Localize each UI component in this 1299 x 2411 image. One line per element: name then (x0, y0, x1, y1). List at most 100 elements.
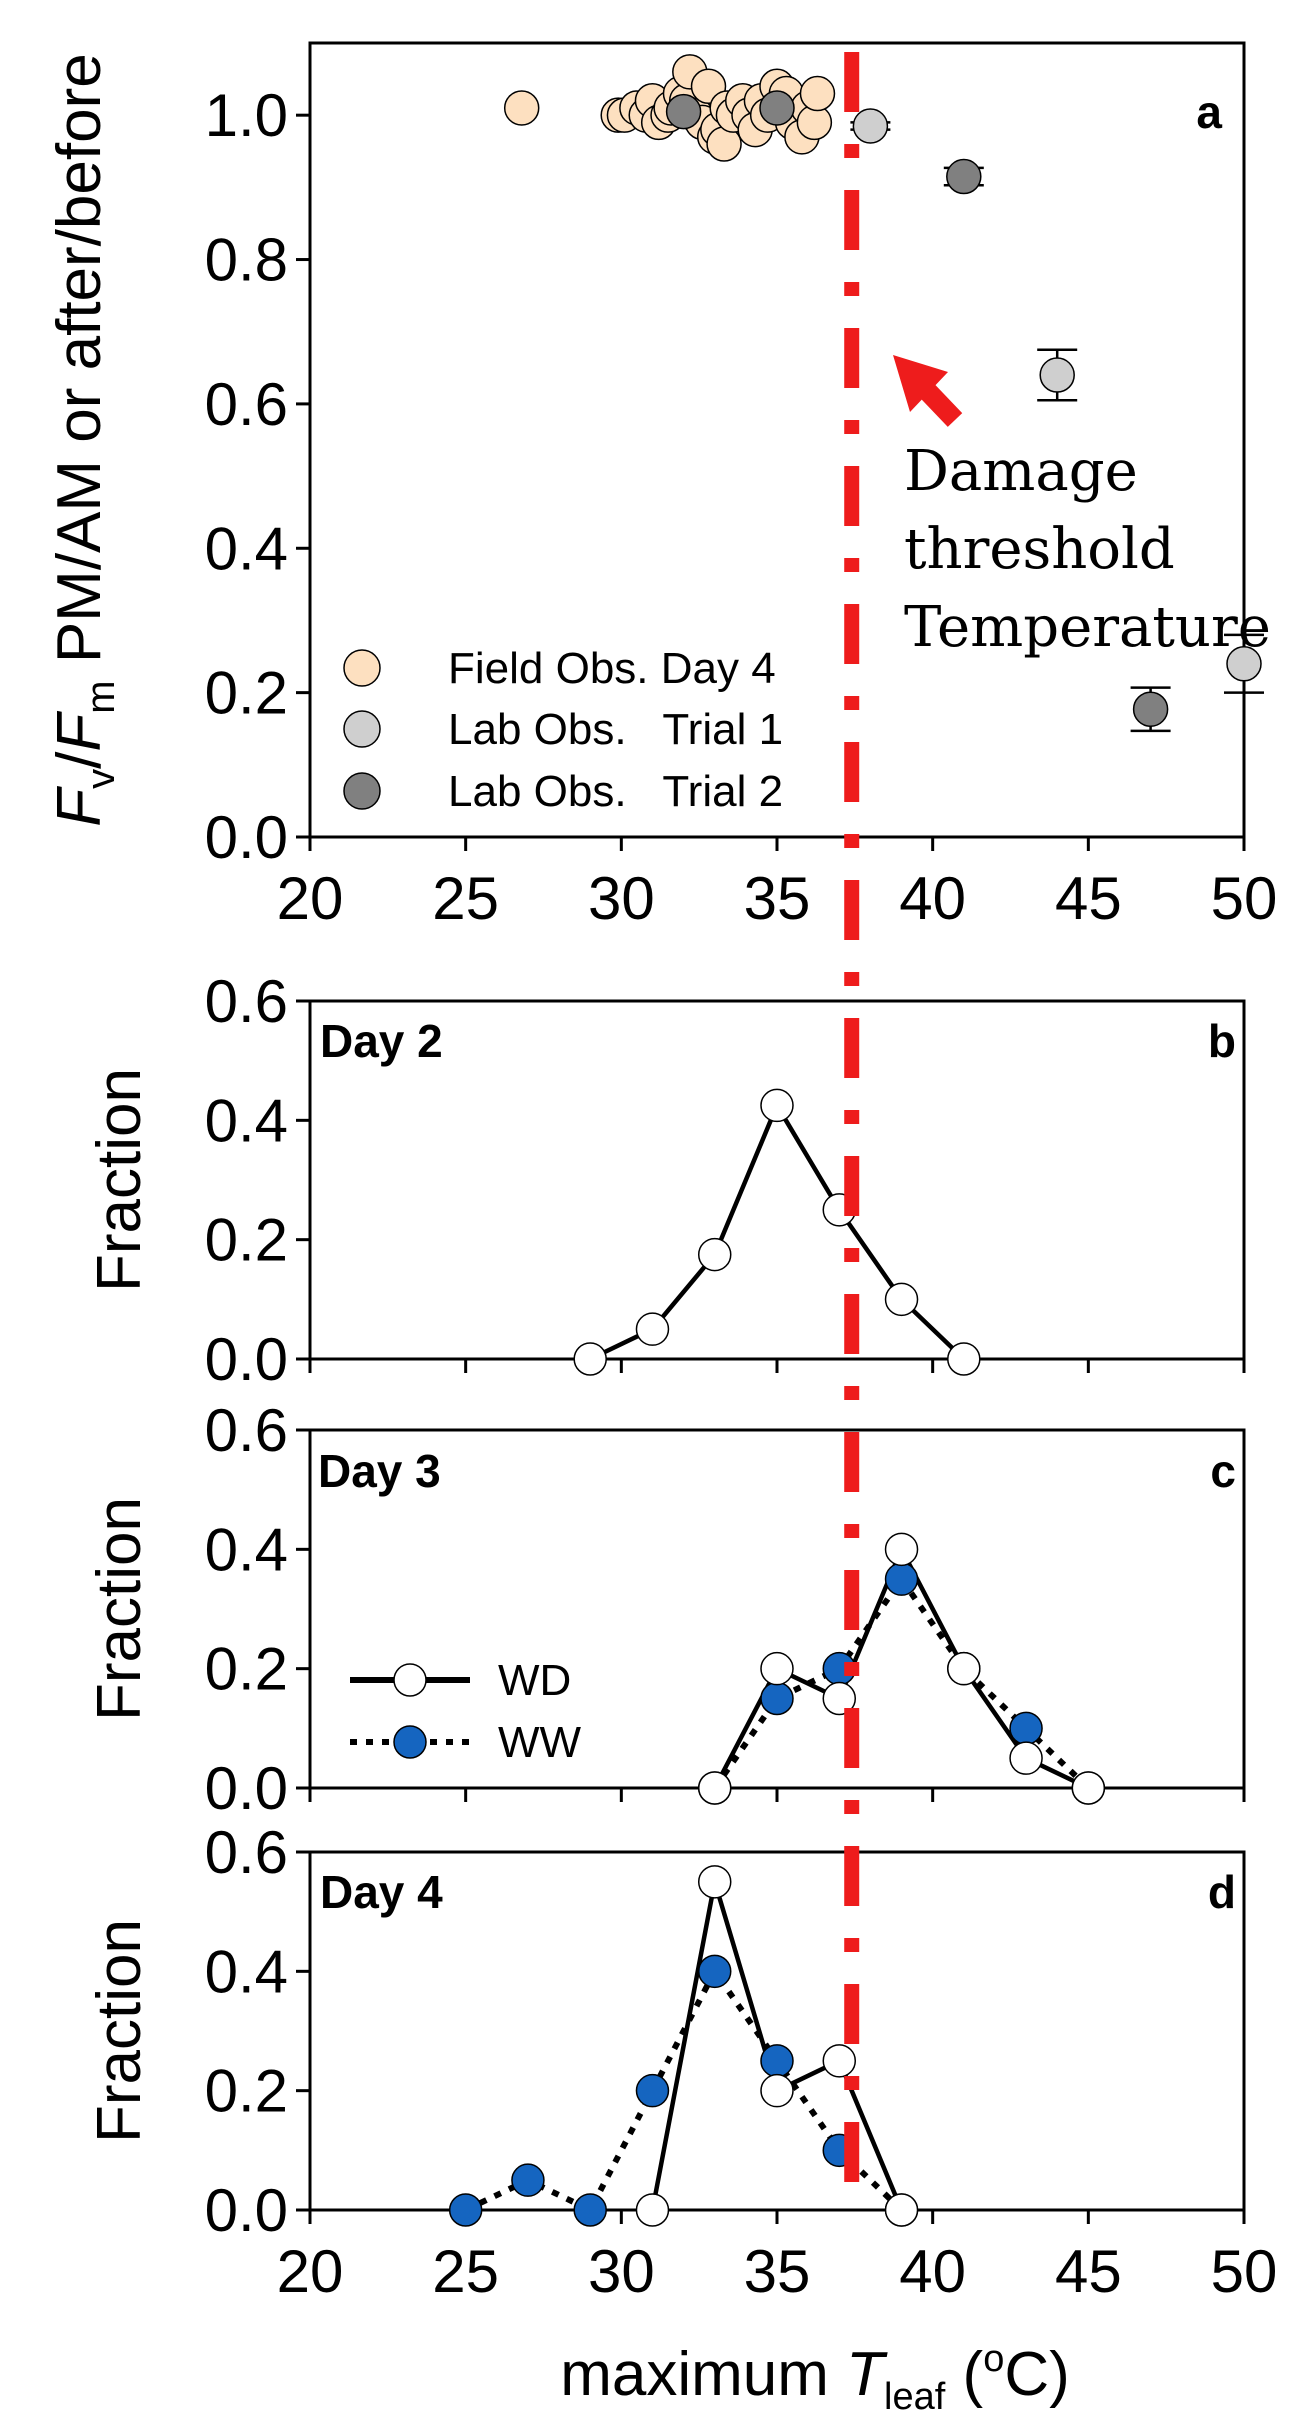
data-point-wd (1009, 1741, 1043, 1775)
annotation-line-3: Temperature (904, 595, 1271, 660)
panel-a-letter: a (1196, 86, 1222, 138)
panel-b-day-label: Day 2 (320, 1015, 443, 1067)
panel-c-legend: WD WW (350, 1656, 582, 1767)
x-tick-label-a: 40 (899, 865, 966, 932)
y-tick-label-a: 0.2 (205, 660, 288, 727)
data-point-wd (822, 1681, 857, 1716)
data-point-wd (635, 1312, 670, 1346)
legend-label-ww: WW (498, 1718, 582, 1767)
panel-b-ylabel: Fraction (85, 1068, 154, 1292)
y-tick-label-a: 0.6 (205, 371, 288, 438)
data-point-lab-trial2 (665, 93, 702, 130)
data-point-field (503, 90, 540, 126)
data-point-lab-trial2 (1132, 691, 1169, 727)
data-point-wd (947, 1342, 981, 1376)
x-tick-label-d: 30 (588, 2238, 655, 2305)
y-tick-label-c: 0.4 (205, 1516, 288, 1583)
data-point-wd (697, 1865, 732, 1899)
y-tick-label-b: 0.2 (205, 1207, 288, 1274)
x-tick-label-d: 20 (277, 2238, 344, 2305)
data-point-ww (448, 2193, 483, 2227)
damage-threshold-annotation: Damage threshold Temperature (893, 355, 1271, 660)
data-point-wd (760, 1651, 794, 1686)
panel-b-axes: 0.0 0.2 0.4 0.6 (205, 968, 1246, 1393)
legend-label-field-day4: Field Obs. Day 4 (448, 644, 776, 693)
data-point-field (799, 75, 836, 112)
panel-c-letter: c (1210, 1445, 1236, 1497)
y-tick-label-c: 0.0 (205, 1755, 288, 1822)
panel-a: 0.0 0.2 0.4 0.6 0.8 1.0 20 25 30 35 40 45 50 a Fv/Fm… (45, 41, 1278, 932)
annotation-line-2: threshold (904, 517, 1175, 582)
panel-c-axes: 0.0 0.2 0.4 0.6 (205, 1397, 1246, 1822)
legend-label-lab-trial1: Lab Obs. Trial 1 (448, 705, 783, 754)
panel-a-axes: 0.0 0.2 0.4 0.6 0.8 1.0 20 25 30 35 40 45 50 (205, 82, 1278, 932)
data-point-wd (822, 2044, 857, 2078)
panel-b-series (573, 1088, 981, 1376)
data-point-wd (884, 2193, 919, 2227)
panel-d-letter: d (1208, 1866, 1236, 1918)
data-point-wd (573, 1342, 607, 1376)
y-tick-label-a: 0.0 (205, 804, 288, 871)
data-point-ww (635, 2073, 670, 2108)
panel-a-legend: Field Obs. Day 4 Lab Obs. Trial 1 Lab Ob… (343, 644, 783, 816)
data-point-wd (1071, 1771, 1106, 1805)
data-point-lab-trial2 (946, 158, 982, 195)
panel-d: 0.0 0.2 0.4 0.6 20 25 30 35 40 45 50 Day 4 d Fract… (85, 1819, 1277, 2411)
y-tick-label-a: 0.4 (205, 515, 288, 582)
y-tick-label-d: 0.4 (205, 1938, 288, 2005)
data-point-ww (1009, 1711, 1043, 1746)
data-point-ww (697, 1954, 732, 1989)
panel-c-frame (308, 1428, 1246, 1790)
x-tick-label-a: 20 (277, 865, 344, 932)
annotation-arrow-icon (893, 355, 963, 427)
panel-d-day-label: Day 4 (320, 1866, 443, 1918)
x-tick-label-a: 25 (432, 865, 499, 932)
data-point-lab-trial1 (1226, 646, 1262, 682)
legend-marker-lab-trial2 (343, 772, 381, 810)
panel-c-series (697, 1532, 1106, 1805)
panel-d-ylabel: Fraction (85, 1919, 154, 2143)
x-tick-label-a: 30 (588, 865, 655, 932)
data-point-wd (697, 1237, 732, 1272)
data-point-ww (884, 1562, 919, 1596)
data-point-wd (947, 1651, 981, 1686)
panel-b-letter: b (1208, 1015, 1236, 1067)
panel-b-frame (308, 999, 1246, 1361)
legend-marker-wd (393, 1663, 427, 1697)
x-tick-label-a: 35 (744, 865, 811, 932)
data-point-wd (697, 1771, 732, 1805)
panel-c-day-label: Day 3 (318, 1445, 441, 1497)
y-tick-label-b: 0.0 (205, 1326, 288, 1393)
y-tick-label-b: 0.4 (205, 1087, 288, 1154)
data-point-wd (884, 1282, 919, 1317)
panel-d-frame (308, 1850, 1246, 2212)
data-point-lab-trial1 (1039, 357, 1075, 393)
data-point-ww (511, 2163, 545, 2197)
y-tick-label-a: 1.0 (205, 82, 288, 149)
x-tick-label-d: 35 (744, 2238, 811, 2305)
data-point-ww (760, 2044, 794, 2078)
x-tick-label-d: 25 (432, 2238, 499, 2305)
y-tick-label-d: 0.0 (205, 2177, 288, 2244)
y-tick-label-c: 0.2 (205, 1636, 288, 1703)
y-tick-label-d: 0.6 (205, 1819, 288, 1886)
data-point-lab-trial1 (852, 108, 889, 144)
annotation-line-1: Damage (904, 439, 1138, 504)
data-point-wd (760, 1088, 794, 1123)
x-tick-label-d: 45 (1055, 2238, 1122, 2305)
legend-marker-field-day4 (343, 649, 381, 687)
x-tick-label-a: 50 (1211, 865, 1278, 932)
y-tick-label-d: 0.2 (205, 2058, 288, 2125)
panel-d-series (448, 1865, 919, 2227)
panel-d-axes: 0.0 0.2 0.4 0.6 20 25 30 35 40 45 50 (205, 1819, 1278, 2305)
data-point-lab-trial2 (759, 90, 795, 126)
data-point-wd (760, 2073, 794, 2108)
legend-marker-ww (393, 1725, 427, 1759)
legend-label-lab-trial2: Lab Obs. Trial 2 (448, 767, 783, 816)
x-tick-label-a: 45 (1055, 865, 1122, 932)
data-point-ww (760, 1681, 794, 1716)
data-point-wd (884, 1532, 919, 1567)
panel-b: 0.0 0.2 0.4 0.6 Day 2 b Fraction (85, 968, 1246, 1393)
data-point-wd (635, 2193, 670, 2227)
x-tick-label-d: 40 (899, 2238, 966, 2305)
